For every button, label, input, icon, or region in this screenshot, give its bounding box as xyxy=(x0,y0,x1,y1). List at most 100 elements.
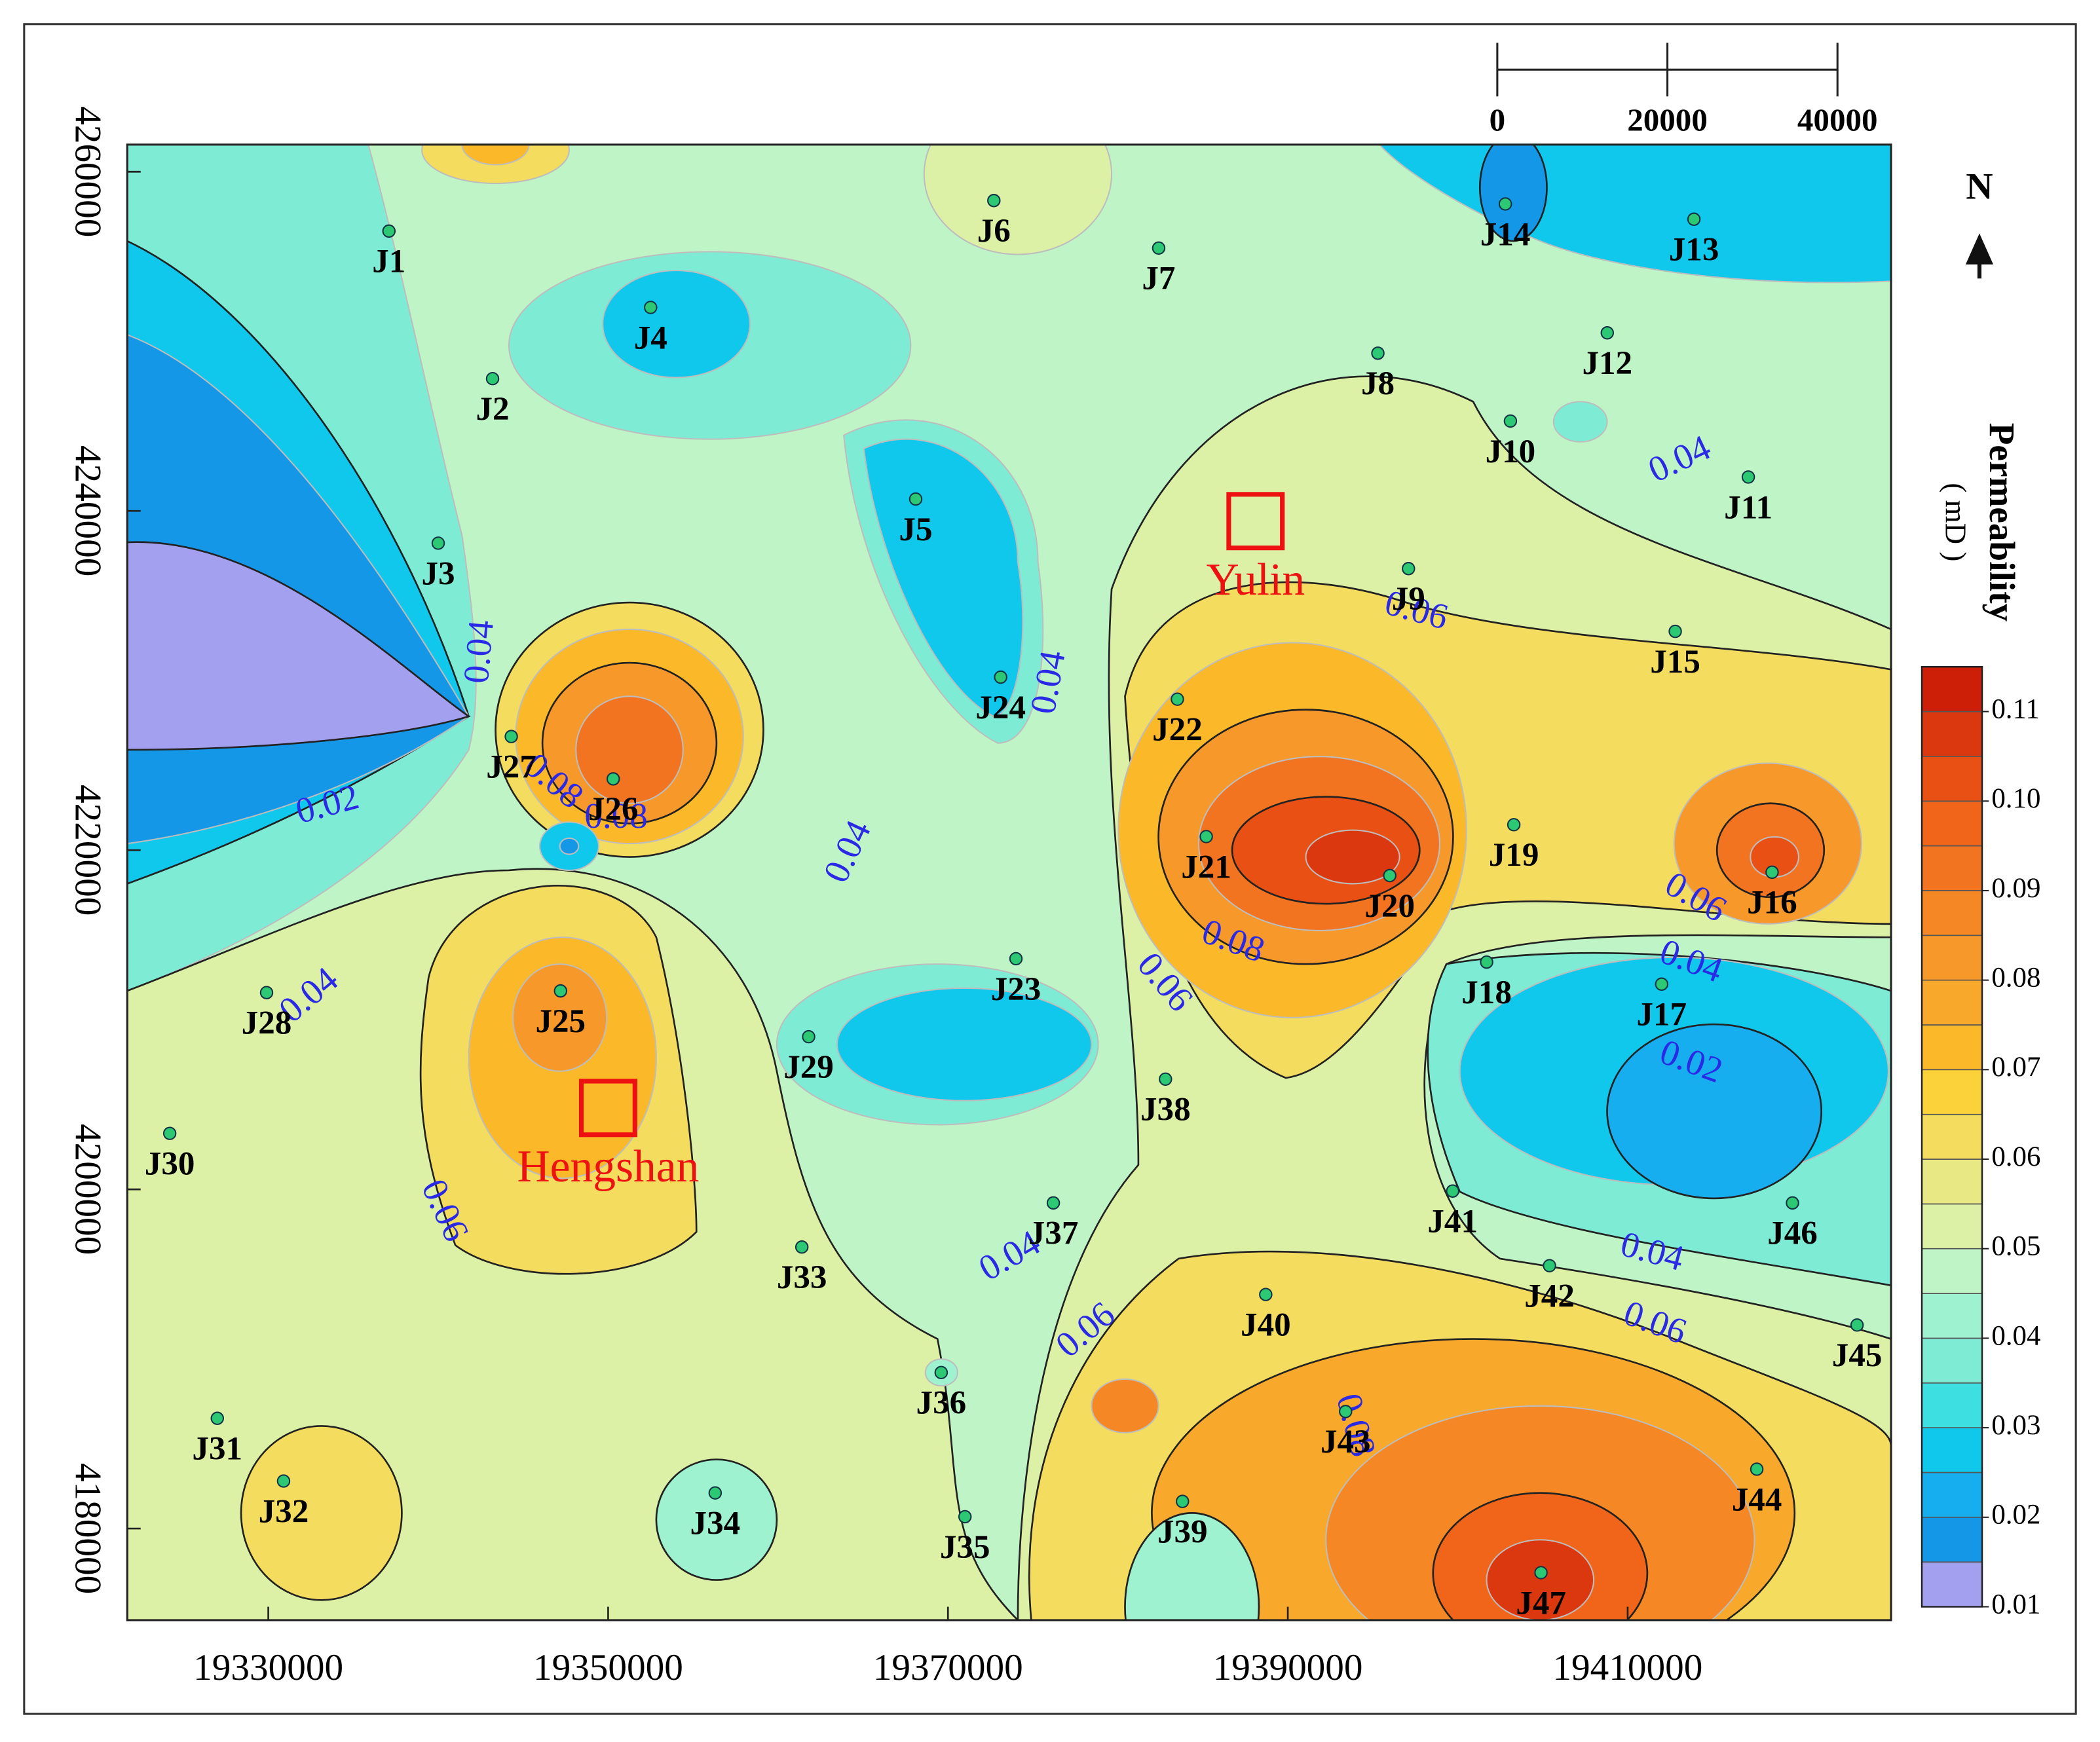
well xyxy=(1687,212,1701,226)
well xyxy=(259,986,274,999)
colorbar-band xyxy=(1921,1561,1983,1608)
well xyxy=(485,371,500,386)
colorbar-tick-label: 0.07 xyxy=(1991,1052,2040,1083)
well-label: J12 xyxy=(1582,344,1632,382)
contour-label: 0.04 xyxy=(456,618,501,685)
well xyxy=(606,772,620,786)
well xyxy=(708,1486,722,1500)
well-label: J8 xyxy=(1361,365,1395,402)
colorbar-tick-label: 0.03 xyxy=(1991,1410,2040,1441)
colorbar-band xyxy=(1921,756,1983,802)
well-label: J45 xyxy=(1832,1337,1883,1374)
well-label: J19 xyxy=(1489,836,1539,874)
y-tick-label: 4260000 xyxy=(67,106,109,237)
colorbar-tick-label: 0.04 xyxy=(1991,1320,2040,1351)
well-label: J39 xyxy=(1157,1513,1208,1551)
well xyxy=(382,224,396,238)
place-marker xyxy=(1226,492,1285,551)
colorbar-unit: ( mD ) xyxy=(1940,483,1972,561)
well xyxy=(553,984,568,998)
well xyxy=(1668,624,1682,639)
well-label: J14 xyxy=(1480,215,1531,253)
y-tick-label: 4240000 xyxy=(67,445,109,576)
permeability-field xyxy=(127,144,1891,1620)
well-label: J46 xyxy=(1767,1215,1818,1252)
well xyxy=(1259,1288,1273,1301)
well-label: J21 xyxy=(1181,848,1231,885)
plot-border xyxy=(126,143,1892,1622)
x-tick-label: 19370000 xyxy=(873,1647,1023,1688)
well xyxy=(1498,197,1512,211)
well-label: J26 xyxy=(588,790,639,828)
well xyxy=(1402,562,1416,576)
well xyxy=(987,194,1001,208)
y-tick-label: 4220000 xyxy=(67,785,109,916)
colorbar-title: Permeability xyxy=(1982,423,2022,622)
well-label: J42 xyxy=(1524,1278,1575,1315)
well xyxy=(1176,1494,1190,1508)
well-label: J10 xyxy=(1486,433,1536,470)
scale-label: 20000 xyxy=(1627,102,1708,138)
well xyxy=(1543,1259,1556,1272)
well-label: J5 xyxy=(899,511,932,548)
colorbar-band xyxy=(1921,1069,1983,1115)
well-label: J34 xyxy=(690,1505,741,1542)
colorbar-band xyxy=(1921,1516,1983,1563)
well xyxy=(1534,1566,1548,1580)
well-label: J44 xyxy=(1732,1481,1782,1518)
colorbar-band xyxy=(1921,1293,1983,1339)
colorbar-band xyxy=(1921,1337,1983,1384)
colorbar-border xyxy=(1921,665,1983,1608)
well xyxy=(1850,1318,1864,1332)
well xyxy=(1786,1196,1799,1210)
well-label: J29 xyxy=(783,1048,834,1086)
well xyxy=(802,1029,816,1044)
well-label: J13 xyxy=(1669,231,1719,269)
well xyxy=(1152,241,1166,255)
well xyxy=(1339,1405,1353,1418)
well-label: J32 xyxy=(259,1492,309,1530)
well xyxy=(1765,865,1779,880)
x-tick-label: 19390000 xyxy=(1213,1647,1363,1688)
colorbar-band xyxy=(1921,1024,1983,1071)
colorbar-band xyxy=(1921,935,1983,981)
well-label: J7 xyxy=(1142,260,1175,297)
well-label: J40 xyxy=(1241,1306,1291,1344)
well xyxy=(1383,868,1397,883)
well xyxy=(431,536,445,550)
y-tick-label: 4200000 xyxy=(67,1124,109,1255)
well xyxy=(909,492,923,506)
colorbar-tick-label: 0.05 xyxy=(1991,1231,2040,1262)
scale-label: 40000 xyxy=(1797,102,1878,138)
north-arrow xyxy=(1965,233,1994,279)
well xyxy=(276,1474,291,1488)
well xyxy=(1507,818,1521,832)
well xyxy=(1046,1196,1060,1210)
well xyxy=(504,730,518,743)
well-label: J47 xyxy=(1516,1584,1566,1622)
well xyxy=(1171,692,1184,706)
well-label: J18 xyxy=(1461,974,1512,1011)
place-label: Hengshan xyxy=(517,1141,699,1192)
x-tick-label: 19350000 xyxy=(533,1647,683,1688)
well-label: J15 xyxy=(1650,643,1700,680)
well xyxy=(1655,977,1669,991)
well-label: J23 xyxy=(991,971,1041,1008)
well xyxy=(210,1411,224,1425)
well-label: J25 xyxy=(535,1003,586,1040)
scale-label: 0 xyxy=(1490,102,1506,138)
well-label: J2 xyxy=(476,390,509,428)
well xyxy=(994,670,1007,684)
colorbar-tick-label: 0.11 xyxy=(1991,694,2040,724)
colorbar-band xyxy=(1921,1382,1983,1428)
colorbar-tick-label: 0.02 xyxy=(1991,1500,2040,1530)
well xyxy=(958,1510,972,1524)
well-label: J35 xyxy=(940,1529,990,1566)
colorbar-band xyxy=(1921,711,1983,757)
colorbar-band xyxy=(1921,1472,1983,1518)
colorbar-band xyxy=(1921,666,1983,713)
well-label: J30 xyxy=(145,1145,195,1183)
well xyxy=(1199,830,1213,843)
